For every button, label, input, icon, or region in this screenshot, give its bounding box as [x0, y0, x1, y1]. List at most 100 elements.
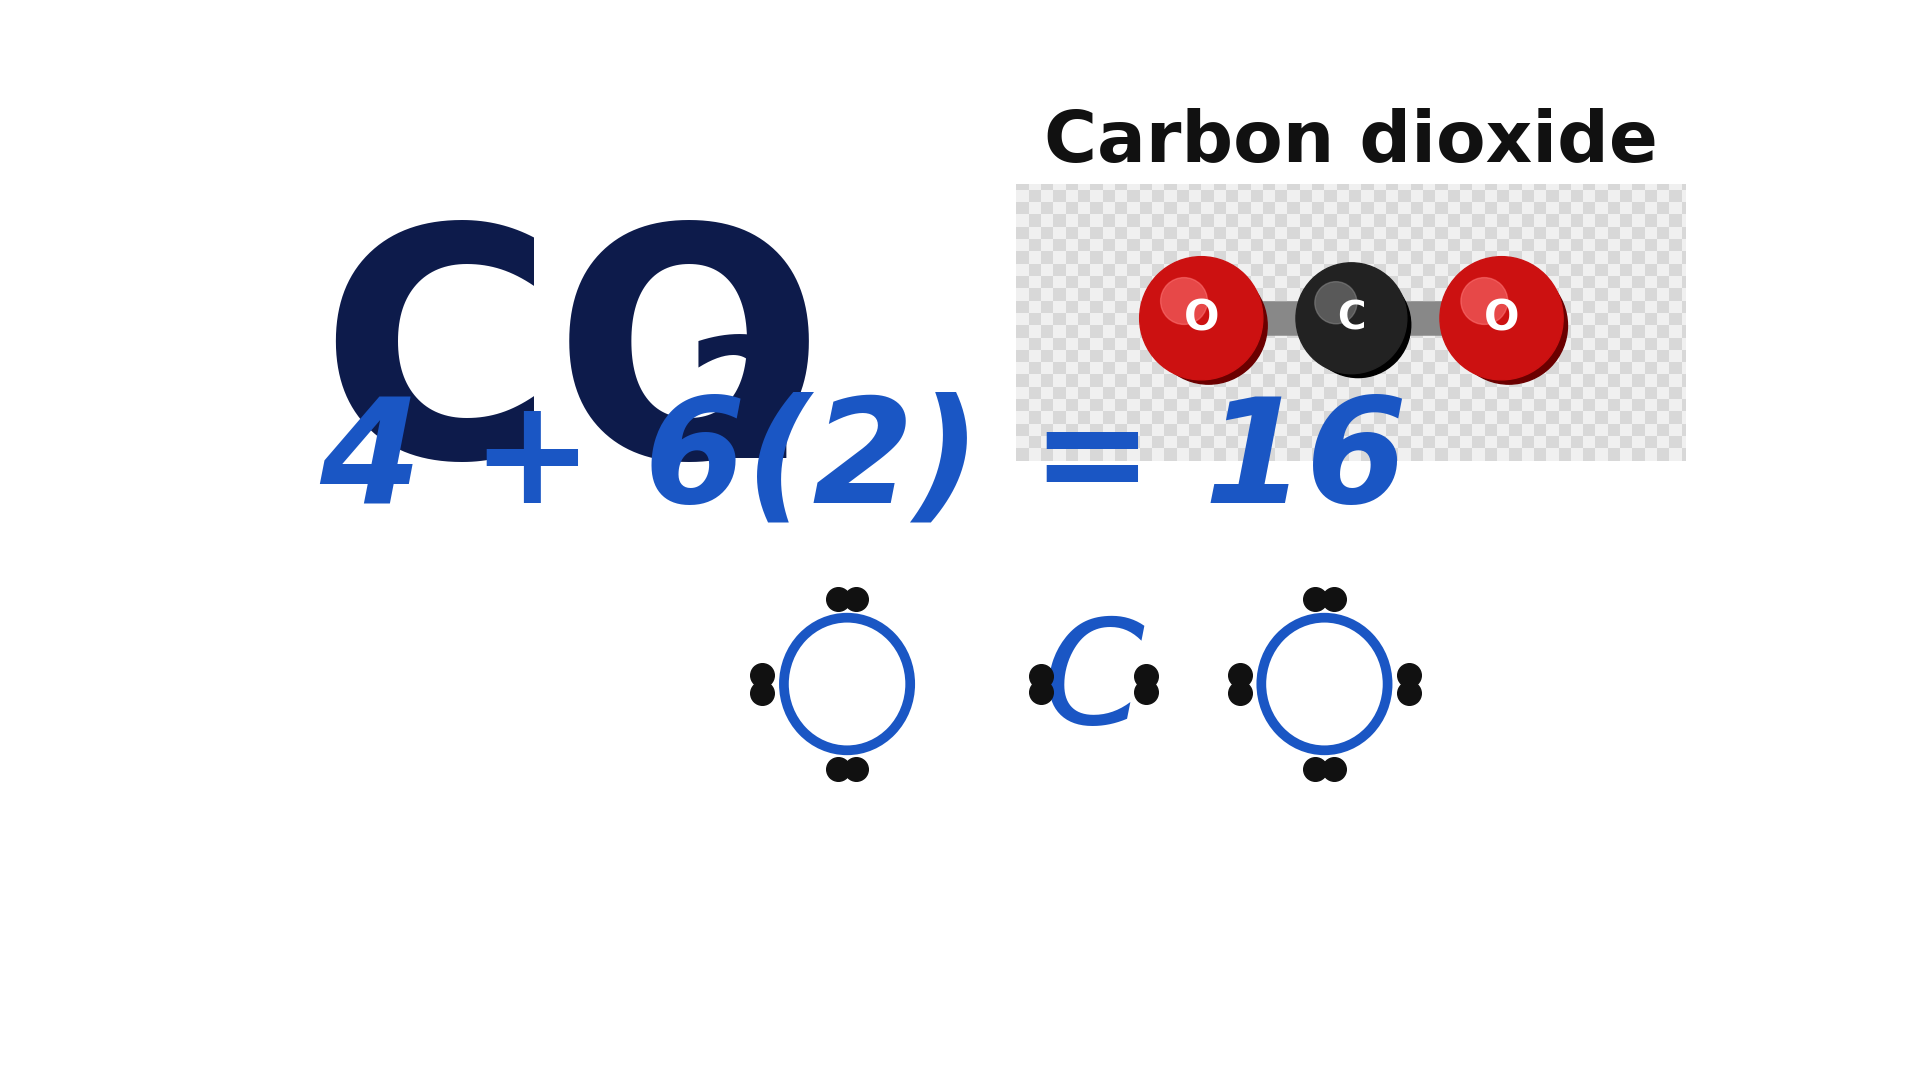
Bar: [1101, 300, 1115, 313]
Bar: [1495, 190, 1509, 202]
Bar: [1360, 252, 1374, 264]
Bar: [1028, 202, 1041, 214]
Bar: [1115, 423, 1126, 436]
Bar: [1287, 375, 1298, 387]
Bar: [1546, 227, 1557, 239]
Bar: [1681, 411, 1685, 423]
Bar: [1151, 202, 1163, 214]
Bar: [1275, 375, 1287, 387]
Bar: [1422, 252, 1435, 264]
Bar: [1360, 227, 1374, 239]
Bar: [1262, 325, 1275, 337]
Bar: [1509, 411, 1520, 423]
Bar: [1225, 239, 1238, 252]
Bar: [1078, 325, 1090, 337]
Bar: [1078, 202, 1090, 214]
Bar: [1447, 239, 1459, 252]
Bar: [1298, 288, 1312, 300]
Bar: [1633, 202, 1644, 214]
Bar: [1090, 227, 1101, 239]
Bar: [1213, 411, 1225, 423]
Bar: [1213, 288, 1225, 300]
Bar: [1607, 423, 1619, 436]
Text: O: O: [1182, 297, 1219, 339]
Bar: [1681, 275, 1685, 288]
Bar: [1644, 350, 1656, 362]
Bar: [1619, 313, 1633, 325]
Bar: [1213, 300, 1225, 313]
Bar: [1140, 184, 1151, 190]
Bar: [1669, 288, 1681, 300]
Bar: [1287, 350, 1298, 362]
Bar: [1238, 252, 1250, 264]
Bar: [1594, 184, 1607, 190]
Bar: [1238, 411, 1250, 423]
Bar: [1385, 252, 1397, 264]
Bar: [1534, 227, 1546, 239]
Bar: [1607, 400, 1619, 411]
Bar: [1410, 362, 1422, 375]
Bar: [1016, 264, 1028, 275]
Bar: [1298, 264, 1312, 275]
Bar: [1656, 436, 1669, 448]
Bar: [1681, 325, 1685, 337]
Bar: [1435, 252, 1447, 264]
Bar: [1337, 300, 1349, 313]
Bar: [1656, 190, 1669, 202]
Bar: [1323, 411, 1337, 423]
Bar: [1509, 184, 1520, 190]
Bar: [1520, 400, 1534, 411]
Bar: [1016, 300, 1028, 313]
Bar: [1557, 423, 1571, 436]
Bar: [1312, 411, 1323, 423]
Bar: [1250, 350, 1262, 362]
Bar: [1557, 184, 1571, 190]
Bar: [1557, 264, 1571, 275]
Bar: [1534, 411, 1546, 423]
Bar: [1126, 362, 1140, 375]
Bar: [1374, 350, 1385, 362]
Bar: [1126, 411, 1140, 423]
Bar: [1028, 350, 1041, 362]
Bar: [1250, 227, 1262, 239]
Bar: [1495, 411, 1509, 423]
Bar: [1520, 190, 1534, 202]
Bar: [1435, 214, 1447, 227]
Bar: [1546, 313, 1557, 325]
Bar: [1126, 184, 1140, 190]
Bar: [1360, 202, 1374, 214]
Bar: [1582, 184, 1594, 190]
Bar: [1337, 227, 1349, 239]
Bar: [1298, 387, 1312, 400]
Bar: [1571, 252, 1582, 264]
Bar: [1656, 387, 1669, 400]
Bar: [1101, 325, 1115, 337]
Bar: [1349, 448, 1360, 461]
Bar: [1484, 288, 1495, 300]
Bar: [1644, 275, 1656, 288]
Bar: [1582, 337, 1594, 350]
Bar: [1323, 400, 1337, 411]
Bar: [1495, 337, 1509, 350]
Bar: [1312, 400, 1323, 411]
Bar: [1644, 190, 1656, 202]
Bar: [1520, 239, 1534, 252]
Bar: [1287, 300, 1298, 313]
Bar: [1016, 448, 1028, 461]
Bar: [1571, 375, 1582, 387]
Bar: [1053, 436, 1065, 448]
Bar: [1078, 300, 1090, 313]
Bar: [1101, 190, 1115, 202]
Bar: [1337, 325, 1349, 337]
Bar: [1681, 300, 1685, 313]
Bar: [1397, 252, 1410, 264]
Bar: [1397, 202, 1410, 214]
Bar: [1337, 448, 1349, 461]
Bar: [1078, 387, 1090, 400]
Bar: [1582, 400, 1594, 411]
Bar: [1126, 448, 1140, 461]
Bar: [1312, 190, 1323, 202]
Bar: [1090, 436, 1101, 448]
Bar: [1126, 325, 1140, 337]
Bar: [1115, 288, 1126, 300]
